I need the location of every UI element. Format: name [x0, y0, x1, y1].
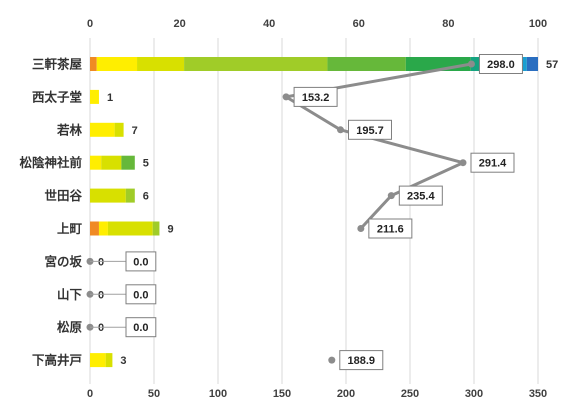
- line-data-label-box: [339, 350, 384, 371]
- bar-total-label: 6: [143, 191, 149, 203]
- top-axis-tick-label: 100: [529, 18, 547, 30]
- bar-segment: [137, 57, 185, 71]
- line-data-label: 188.9: [348, 355, 376, 367]
- line-data-label: 298.0: [487, 59, 515, 71]
- bar-segment: [327, 57, 406, 71]
- line-point: [282, 93, 290, 101]
- line-point: [467, 60, 475, 68]
- line-data-label: 153.2: [302, 92, 330, 104]
- bar-segment: [105, 353, 113, 368]
- line-data-label-box: [125, 284, 157, 305]
- bar-total-label: 7: [132, 125, 138, 137]
- top-axis-tick-label: 60: [353, 18, 365, 30]
- line-data-label: 0.0: [133, 289, 148, 301]
- bar-total-label: 57: [546, 59, 558, 71]
- bottom-axis-tick-label: 300: [465, 388, 483, 400]
- line-point: [387, 192, 395, 200]
- bar-segment: [107, 221, 153, 236]
- bar-segment: [98, 221, 108, 236]
- category-label: 宮の坂: [44, 254, 82, 269]
- line-data-label-box: [347, 119, 392, 140]
- line-point: [328, 356, 336, 364]
- category-label: 三軒茶屋: [32, 57, 83, 72]
- line-data-label: 235.4: [407, 191, 435, 203]
- category-label: 下高井戸: [32, 353, 82, 368]
- line-data-label: 0.0: [133, 322, 148, 334]
- bottom-axis-tick-label: 350: [529, 388, 547, 400]
- line-data-label-box: [293, 86, 338, 107]
- line-data-label-box: [398, 185, 443, 206]
- top-axis-tick-label: 80: [442, 18, 454, 30]
- bar-total-label: 0: [98, 289, 104, 301]
- bar-segment: [526, 57, 538, 71]
- line-data-label-box: [478, 54, 523, 74]
- bar-total-label: 1: [107, 92, 113, 104]
- category-label: 山下: [57, 287, 83, 302]
- line-data-label: 0.0: [133, 256, 148, 268]
- bottom-axis-tick-label: 150: [273, 388, 291, 400]
- bottom-axis-tick-label: 50: [148, 388, 160, 400]
- bar-segment: [114, 122, 124, 137]
- line-data-label: 195.7: [356, 125, 384, 137]
- line-data-label-box: [470, 152, 515, 173]
- category-label: 上町: [57, 221, 83, 236]
- line-data-label-box: [125, 251, 157, 272]
- bar-segment: [90, 188, 126, 203]
- line-point: [336, 126, 344, 134]
- bar-segment: [90, 57, 97, 71]
- line-data-label: 291.4: [479, 158, 507, 170]
- category-label: 松原: [57, 320, 83, 335]
- bottom-axis-tick-label: 200: [337, 388, 355, 400]
- bar-segment: [125, 188, 135, 203]
- bottom-axis-tick-label: 0: [87, 388, 93, 400]
- bar-segment: [90, 221, 99, 236]
- line-data-label-box: [368, 218, 413, 239]
- bottom-axis-tick-label: 250: [401, 388, 419, 400]
- bar-segment: [121, 155, 135, 170]
- category-label: 世田谷: [44, 188, 82, 203]
- bar-segment: [90, 89, 99, 104]
- bar-segment: [184, 57, 328, 71]
- bar-total-label: 9: [167, 224, 173, 236]
- bar-segment: [90, 353, 106, 368]
- top-axis-tick-label: 40: [263, 18, 275, 30]
- line-data-label-box: [125, 317, 157, 338]
- category-label: 若林: [56, 122, 83, 137]
- bar-total-label: 0: [98, 322, 104, 334]
- bar-total-label: 5: [143, 158, 149, 170]
- top-axis-tick-label: 0: [87, 18, 93, 30]
- bar-segment: [96, 57, 138, 71]
- line-data-label: 211.6: [377, 224, 404, 236]
- bar-segment: [90, 155, 102, 170]
- bar-total-label: 3: [120, 355, 126, 367]
- bottom-axis-tick-label: 100: [209, 388, 227, 400]
- category-label: 松陰神社前: [19, 155, 82, 170]
- bar-total-label: 0: [98, 256, 104, 268]
- line-point: [357, 225, 365, 232]
- category-label: 西太子堂: [32, 89, 82, 104]
- bar-segment: [152, 221, 160, 236]
- top-axis-tick-label: 20: [173, 18, 185, 30]
- bar-segment: [101, 155, 122, 170]
- bar-segment: [90, 122, 115, 137]
- line-point: [459, 159, 467, 167]
